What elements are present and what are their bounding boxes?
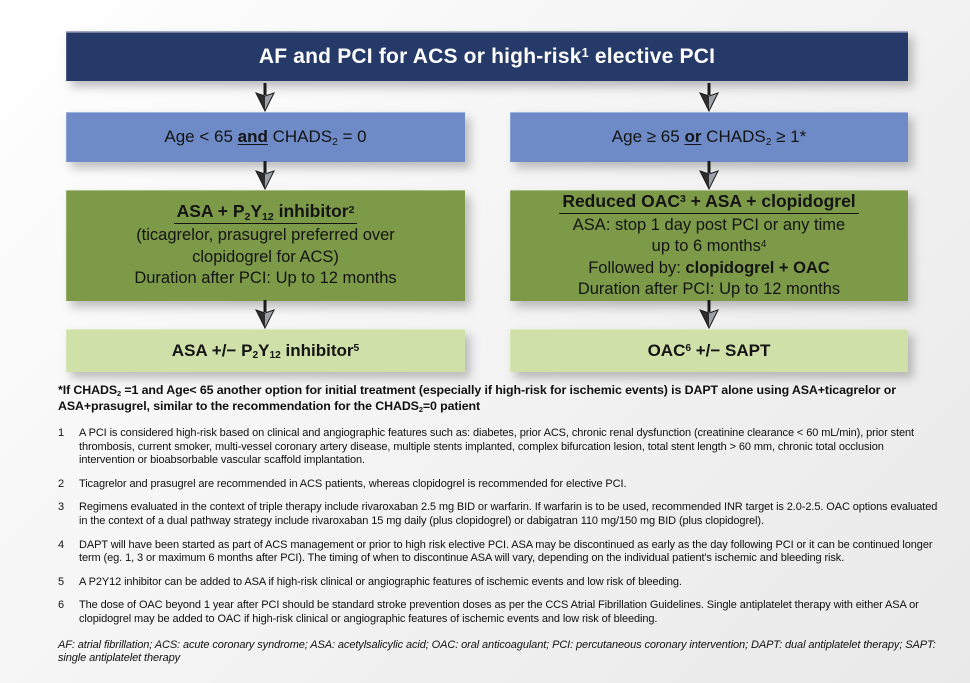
outcome-asa-label: ASA +/− P2Y12 inhibitor5 xyxy=(171,340,360,362)
down-arrow-icon xyxy=(696,83,722,113)
footnote-1: 1 A PCI is considered high-risk based on… xyxy=(58,427,938,468)
conjunction-and: and xyxy=(237,127,268,146)
chads-subscript: 2 xyxy=(332,136,338,148)
title-superscript: 1 xyxy=(581,45,589,60)
footnote-number: 5 xyxy=(58,575,65,588)
condition-high-risk-label: Age ≥ 65 or CHADS2 ≥ 1* xyxy=(611,127,807,148)
footnotes-section: *If CHADS2 =1 and Age< 65 another option… xyxy=(58,383,938,666)
footnote-number: 6 xyxy=(58,599,65,612)
treatment-triple-line3: up to 6 months4 xyxy=(651,237,767,255)
treatment-triple-title: Reduced OAC3 + ASA + clopidogrel xyxy=(559,191,859,214)
footnote-2: 2 Ticagrelor and prasugrel are recommend… xyxy=(58,478,938,492)
condition-low-risk-label: Age < 65 and CHADS2 = 0 xyxy=(164,127,367,148)
down-arrow-icon xyxy=(696,161,722,191)
footnote-text: A P2Y12 inhibitor can be added to ASA if… xyxy=(79,575,682,588)
outcome-box-asa: ASA +/− P2Y12 inhibitor5 xyxy=(66,329,465,372)
footnote-number: 4 xyxy=(58,538,65,551)
abbreviations-legend: AF: atrial fibrillation; ACS: acute coro… xyxy=(58,638,936,665)
footnote-number: 1 xyxy=(58,427,65,439)
footnote-text: Regimens evaluated in the context of tri… xyxy=(79,501,938,527)
conjunction-or: or xyxy=(684,127,702,146)
footnote-5: 5 A P2Y12 inhibitor can be added to ASA … xyxy=(58,576,938,590)
down-arrow-icon xyxy=(252,300,278,330)
algorithm-title-box: AF and PCI for ACS or high-risk1 electiv… xyxy=(66,31,908,81)
down-arrow-icon xyxy=(252,83,278,113)
footnote-text: Ticagrelor and prasugrel are recommended… xyxy=(79,477,627,490)
condition-box-high-risk: Age ≥ 65 or CHADS2 ≥ 1* xyxy=(510,112,908,162)
footnote-4: 4 DAPT will have been started as part of… xyxy=(58,539,938,566)
outcome-box-oac: OAC6 +/− SAPT xyxy=(510,329,908,372)
treatment-dapt-title: ASA + P2Y12 inhibitor2 xyxy=(173,201,358,225)
down-arrow-icon xyxy=(252,161,278,191)
algorithm-title: AF and PCI for ACS or high-risk1 electiv… xyxy=(258,44,716,68)
treatment-box-dapt: ASA + P2Y12 inhibitor2 (ticagrelor, pras… xyxy=(66,190,465,301)
down-arrow-icon xyxy=(696,300,722,330)
footnote-number: 3 xyxy=(58,501,65,514)
footnote-3: 3 Regimens evaluated in the context of t… xyxy=(58,501,938,528)
outcome-oac-label: OAC6 +/− SAPT xyxy=(647,340,771,360)
footnote-text: DAPT will have been started as part of A… xyxy=(79,538,933,565)
treatment-box-triple-therapy: Reduced OAC3 + ASA + clopidogrel ASA: st… xyxy=(510,190,908,301)
condition-box-low-risk: Age < 65 and CHADS2 = 0 xyxy=(66,112,465,162)
footnote-number: 2 xyxy=(58,477,65,490)
treatment-triple-line4: Followed by: clopidogrel + OAC xyxy=(588,258,830,277)
treatment-triple-duration: Duration after PCI: Up to 12 months xyxy=(577,280,841,298)
footnote-text: The dose of OAC beyond 1 year after PCI … xyxy=(79,599,919,625)
footnote-6: 6 The dose of OAC beyond 1 year after PC… xyxy=(58,599,938,626)
chads-subscript: 2 xyxy=(765,136,772,148)
treatment-dapt-duration: Duration after PCI: Up to 12 months xyxy=(134,269,397,288)
footnote-text: A PCI is considered high-risk based on c… xyxy=(79,427,914,467)
treatment-triple-line2: ASA: stop 1 day post PCI or any time xyxy=(572,215,846,234)
asterisk-note: *If CHADS2 =1 and Age< 65 another option… xyxy=(58,383,896,414)
treatment-dapt-line2: (ticagrelor, prasugrel preferred over xyxy=(136,226,395,245)
treatment-dapt-line3: clopidogrel for ACS) xyxy=(192,247,339,266)
